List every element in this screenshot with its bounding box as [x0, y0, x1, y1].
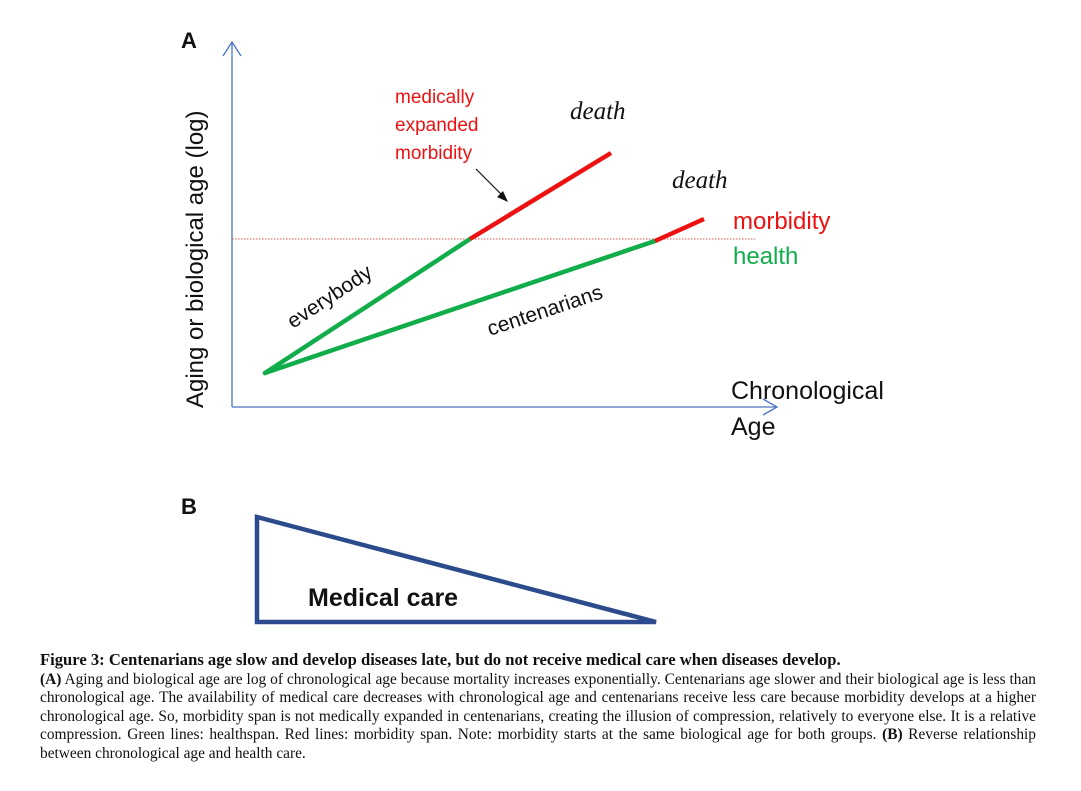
- death-label-everybody: death: [570, 98, 626, 125]
- legend-morbidity: morbidity: [733, 208, 830, 235]
- caption-a-marker: (A): [40, 670, 62, 688]
- y-axis-label: Aging or biological age (log): [182, 110, 209, 408]
- caption-title: Figure 3: Centenarians age slow and deve…: [40, 650, 841, 669]
- caption-b-marker: (B): [882, 726, 903, 744]
- everybody-morbidity-line: [468, 151, 613, 241]
- centenarians-healthspan-line: [262, 238, 658, 376]
- medical-care-label: Medical care: [308, 584, 458, 612]
- pointer-arrow: [475, 168, 508, 202]
- figure-caption: Figure 3: Centenarians age slow and deve…: [40, 650, 1036, 764]
- medically-expanded-morbidity-label: medically expanded morbidity: [395, 87, 484, 164]
- x-axis-label: Chronological Age: [731, 377, 891, 441]
- panel-a-label: A: [181, 28, 197, 53]
- centenarians-morbidity-line: [654, 216, 705, 244]
- x-axis: [232, 398, 779, 416]
- panel-b-label: B: [181, 494, 197, 519]
- y-axis: [222, 40, 242, 407]
- everybody-healthspan-line: [262, 236, 473, 376]
- medical-care-triangle: [254, 514, 657, 625]
- caption-text-b: Reverse relationship between chronologic…: [40, 726, 1036, 762]
- figure-3: A Aging or biological age (log) everybod…: [181, 28, 891, 625]
- everybody-label: everybody: [283, 260, 377, 333]
- death-label-centenarians: death: [672, 167, 728, 194]
- legend-health: health: [733, 243, 798, 270]
- centenarians-label: centenarians: [484, 281, 605, 341]
- caption-text-a: Aging and biological age are log of chro…: [40, 670, 1036, 744]
